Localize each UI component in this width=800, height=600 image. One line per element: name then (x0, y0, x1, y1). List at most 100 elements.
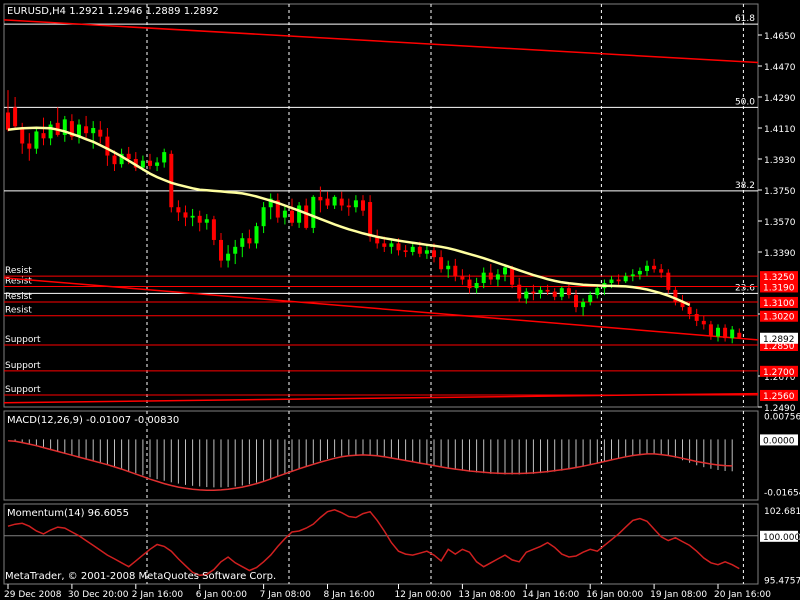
level-badge (760, 281, 798, 293)
time-tick-label: 8 Jan 16:00 (324, 590, 376, 600)
candle-body (204, 219, 209, 223)
candle-body (368, 202, 373, 237)
candle-body (176, 207, 181, 213)
period-separators (146, 4, 744, 407)
candle-body (105, 136, 110, 156)
level-badge-text: 1.3100 (763, 299, 795, 309)
candle-body (389, 243, 394, 247)
macd-zero-text: 0.0000 (763, 436, 795, 446)
level-label: Support (5, 385, 41, 395)
candle-body (20, 128, 25, 144)
macd-tick-label: -0.01654 (764, 489, 800, 499)
candle-body (6, 112, 10, 130)
macd-axis: 0.007560.0000-0.016540.0000 (760, 413, 800, 499)
macd-signal-line (7, 439, 733, 491)
price-pane[interactable]: 61.850.038.223.6 ResistResistResistResis… (3, 3, 798, 414)
candle-body (538, 289, 543, 294)
time-axis[interactable]: 29 Dec 2008 30 Dec 20:00 2 Jan 16:00 6 Jan … (4, 584, 771, 600)
candle-body (524, 291, 529, 299)
candle-body (304, 205, 309, 228)
time-tick-label: 19 Jan 08:00 (650, 590, 707, 600)
candle-body (226, 253, 231, 261)
candle-body (701, 320, 706, 325)
candle-body (162, 152, 167, 163)
candle-body (503, 267, 507, 275)
candle-body (353, 200, 358, 208)
momentum-tick-label: 102.6814 (764, 507, 800, 517)
time-tick-label: 12 Jan 00:00 (395, 590, 452, 600)
time-tick-label: 29 Dec 2008 (4, 590, 62, 600)
candle-body (474, 283, 479, 289)
fibonacci-level-label: 23.6 (735, 283, 755, 293)
candle-body (13, 107, 18, 127)
candle-body (375, 236, 380, 244)
level-label: Support (5, 361, 41, 371)
macd-tick-label: 0.00756 (764, 413, 800, 423)
candle-body (126, 153, 131, 159)
price-tick-label: 1.4470 (764, 63, 796, 73)
candle-body (460, 276, 465, 280)
current-price-text: 1.2892 (763, 335, 795, 345)
candle-body (332, 196, 337, 206)
trend-line (3, 277, 759, 341)
candle-body (737, 332, 742, 338)
candle-body (112, 155, 117, 165)
candle-body (233, 246, 238, 254)
moving-average-line (7, 126, 691, 307)
price-tick-label: 1.4290 (764, 94, 796, 104)
candle-body (254, 226, 259, 244)
candle-body (169, 153, 174, 208)
candle-body (346, 205, 351, 208)
candle-body (417, 246, 422, 254)
candle-body (133, 159, 138, 168)
candle-body (190, 215, 195, 218)
time-tick-label: 30 Dec 20:00 (68, 590, 129, 600)
candle-body (211, 219, 216, 240)
candle-body (275, 200, 280, 218)
candle-body (552, 291, 557, 297)
price-tick-label: 1.3930 (764, 156, 796, 166)
macd-histogram (14, 439, 733, 488)
candle-body (69, 121, 74, 137)
candle-body (453, 265, 458, 277)
level-label: Support (5, 335, 41, 345)
candle-body (581, 301, 586, 308)
time-tick-label: 16 Jan 00:00 (586, 590, 643, 600)
time-tick-label: 2 Jan 16:00 (132, 590, 184, 600)
candle-body (652, 265, 657, 270)
candle-body (148, 160, 152, 166)
time-tick-label: 14 Jan 16:00 (522, 590, 579, 600)
level-badge-text: 1.2700 (763, 368, 795, 378)
level-label: Resist (5, 266, 32, 276)
candle-body (517, 284, 522, 299)
candle-body (630, 274, 635, 277)
candle-body (716, 327, 720, 337)
candle-body (290, 210, 294, 223)
candle-body (723, 327, 728, 339)
candle-body (318, 196, 323, 201)
candle-body (588, 295, 593, 302)
candle-body (623, 276, 628, 282)
candle-body (268, 198, 273, 208)
candle-body (282, 210, 287, 218)
candle-body (673, 289, 678, 302)
candle-body (219, 239, 223, 261)
level-badge (760, 365, 798, 377)
candle-body (410, 246, 415, 252)
candle-body (261, 207, 266, 227)
candle-body (339, 198, 344, 206)
candle-body (183, 212, 188, 218)
candle-body (84, 126, 89, 134)
macd-pane[interactable]: 0.007560.0000-0.016540.0000 MACD(12,26,9… (3, 410, 800, 501)
candle-body (325, 198, 330, 206)
price-tick-label: 1.4650 (764, 32, 796, 42)
level-badge-text: 1.2850 (763, 342, 795, 352)
candle-body (545, 289, 550, 292)
fibonacci-level-label: 61.8 (735, 14, 755, 24)
price-tick-label: 1.4110 (764, 125, 796, 135)
price-tick-label: 1.2490 (764, 404, 796, 414)
level-badge-text: 1.3190 (763, 283, 795, 293)
